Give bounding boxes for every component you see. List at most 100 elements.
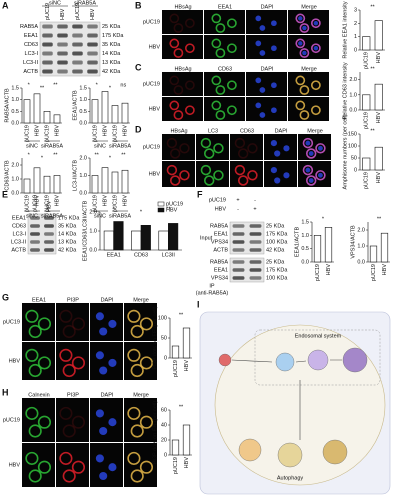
significance: ** xyxy=(370,66,375,72)
micrograph xyxy=(56,398,89,442)
nucleus xyxy=(259,25,266,31)
nucleus xyxy=(255,40,262,47)
cell-signal xyxy=(234,137,246,149)
blot-size-label: 42 KDa xyxy=(58,247,77,253)
blot-row-label: RAB5A xyxy=(210,259,228,265)
panel-label: G xyxy=(2,292,9,302)
band xyxy=(44,232,54,236)
blot-size-label: 14 KDa xyxy=(58,231,77,237)
y-tick-label: 50 xyxy=(351,155,357,161)
cell-signal xyxy=(295,75,306,86)
x-tick-label: pUC19 xyxy=(24,125,30,142)
cell-signal xyxy=(227,80,237,91)
panel-label: B xyxy=(135,0,142,10)
column-label: DAPI xyxy=(275,128,288,134)
band xyxy=(57,42,68,47)
x-tick-label: pUC19 xyxy=(44,125,50,142)
bar xyxy=(182,327,191,359)
panel-label: F xyxy=(197,189,203,199)
y-tick-label: 0.0 xyxy=(89,247,97,253)
cell-signal xyxy=(215,23,226,33)
cell-signal xyxy=(237,175,249,186)
y-tick-label: 0 xyxy=(164,452,167,458)
significance: ** xyxy=(370,128,375,134)
y-tick-label: 0.0 xyxy=(357,259,365,265)
legend-swatch xyxy=(157,201,165,207)
bar xyxy=(121,102,129,124)
band xyxy=(30,216,40,220)
band xyxy=(232,232,245,236)
cell-signal xyxy=(169,100,180,111)
group-label: siRAB5A xyxy=(109,143,131,149)
cell-signal xyxy=(203,175,215,186)
bar xyxy=(380,232,389,263)
blot-size-label: 42 KDa xyxy=(266,247,285,253)
cell-signal xyxy=(59,451,73,465)
x-tick-label: pUC19 xyxy=(364,52,370,69)
y-tick-label: 2.0 xyxy=(349,77,357,83)
nucleus xyxy=(271,20,277,27)
significance: * xyxy=(322,216,325,222)
blot xyxy=(39,21,101,77)
x-tick-label: HBV xyxy=(54,125,60,137)
micrograph xyxy=(162,72,203,96)
band xyxy=(87,42,98,47)
cell-signal xyxy=(59,406,73,420)
row-label: pUC19 xyxy=(143,19,160,25)
nucleus xyxy=(271,82,277,89)
cell-signal xyxy=(71,460,86,474)
significance: * xyxy=(113,206,116,212)
row-label: HBV xyxy=(149,106,161,112)
nucleus xyxy=(95,454,104,463)
condition-label: HBV xyxy=(215,206,227,212)
x-tick-label: pUC19 xyxy=(24,195,30,212)
nucleus xyxy=(108,463,117,472)
bar xyxy=(111,105,119,124)
band xyxy=(249,248,262,252)
cell-signal xyxy=(139,415,154,429)
organelle xyxy=(307,349,329,371)
x-tick-label: pUC19 xyxy=(92,195,98,212)
y-tick-label: 1.0 xyxy=(79,173,87,179)
x-tick-label: HBV xyxy=(376,112,382,124)
cell-signal xyxy=(200,137,212,149)
blot-row-label: ACTB xyxy=(23,69,38,75)
band xyxy=(249,268,262,272)
cell-signal xyxy=(179,143,190,154)
nucleus xyxy=(318,145,323,151)
cell-signal xyxy=(28,324,42,339)
y-axis-label: PI3P dots on EE (per cell) xyxy=(152,306,158,369)
cell-signal xyxy=(62,363,76,378)
nucleus xyxy=(298,41,303,46)
sign: - xyxy=(254,197,256,203)
y-tick-label: 150 xyxy=(348,131,357,137)
cell-signal xyxy=(203,148,215,159)
cell-signal xyxy=(28,363,42,378)
y-tick-label: 1.0 xyxy=(79,97,87,103)
cell-signal xyxy=(211,75,222,86)
micrograph xyxy=(246,10,287,34)
cell-signal xyxy=(299,23,310,33)
cell-signal xyxy=(130,424,144,438)
y-tick-label: 60 xyxy=(161,407,167,413)
bar xyxy=(101,91,109,124)
cell-signal xyxy=(130,363,144,378)
blot-row-label: ACTB xyxy=(11,247,26,253)
nucleus xyxy=(283,145,290,152)
y-axis-label: RAB5A/ACTB xyxy=(4,88,10,123)
cell-signal xyxy=(211,100,222,111)
cell-signal xyxy=(59,348,73,362)
cell-signal xyxy=(127,309,141,323)
bar xyxy=(23,178,31,194)
band xyxy=(232,248,245,252)
y-tick-label: 1.0 xyxy=(357,243,365,249)
significance: * xyxy=(28,152,31,158)
panel-label: E xyxy=(2,189,8,199)
cell-signal xyxy=(173,85,184,95)
column-label: Merge xyxy=(301,4,317,10)
cell-signal xyxy=(173,23,184,33)
cell-signal xyxy=(311,43,321,54)
cell-signal xyxy=(234,164,246,176)
nucleus xyxy=(283,172,290,179)
blot-row-label: EEA1 xyxy=(214,231,228,237)
